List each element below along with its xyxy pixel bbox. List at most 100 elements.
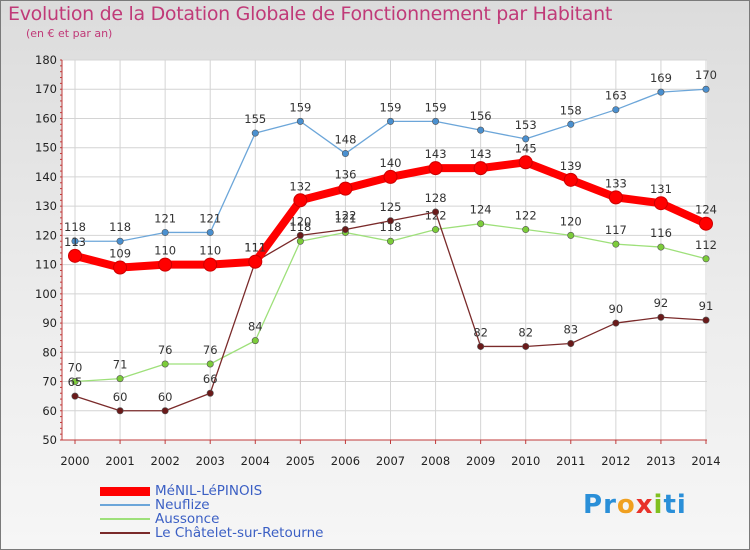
data-label: 116 (650, 226, 672, 240)
data-label: 159 (425, 100, 447, 114)
data-label: 122 (334, 209, 356, 223)
data-point (341, 226, 349, 234)
data-point (68, 248, 82, 263)
y-tick-label: 90 (42, 316, 57, 330)
data-label: 71 (113, 358, 128, 372)
data-point (203, 257, 218, 272)
data-label: 124 (695, 203, 717, 217)
data-point (206, 360, 214, 368)
data-label: 163 (605, 89, 627, 103)
data-label: 112 (695, 238, 717, 252)
data-point (657, 313, 665, 321)
x-tick-label: 2000 (60, 454, 89, 468)
data-point (161, 228, 169, 236)
data-label: 139 (560, 159, 582, 173)
data-label: 125 (380, 200, 402, 214)
data-label: 60 (113, 390, 128, 404)
y-tick-label: 60 (42, 404, 57, 418)
data-label: 156 (470, 109, 492, 123)
data-point (71, 237, 79, 245)
x-tick-label: 2008 (421, 454, 450, 468)
y-tick-label: 50 (42, 433, 57, 447)
data-point (567, 340, 575, 348)
data-label: 91 (699, 299, 714, 313)
data-label: 118 (380, 220, 402, 234)
data-point (432, 226, 440, 234)
data-label: 76 (203, 343, 218, 357)
plot-area (62, 60, 707, 440)
data-point (612, 106, 620, 114)
data-point (653, 196, 668, 211)
data-label: 92 (654, 296, 669, 310)
x-tick-label: 2002 (151, 454, 180, 468)
data-label: 118 (109, 220, 131, 234)
legend-item: MéNIL-LéPINOIS (100, 483, 400, 499)
data-label: 124 (470, 203, 492, 217)
data-point (71, 378, 79, 386)
data-point (161, 360, 169, 368)
data-point (702, 255, 710, 263)
data-label: 84 (248, 320, 263, 334)
logo-letter: P (583, 490, 604, 520)
y-tick-label: 80 (42, 345, 57, 359)
data-point (608, 190, 623, 205)
logo-letter: i (676, 490, 687, 520)
data-label: 148 (334, 133, 356, 147)
x-tick-label: 2005 (286, 454, 315, 468)
data-label: 83 (563, 323, 578, 337)
data-label: 136 (334, 168, 356, 182)
data-point (657, 88, 665, 96)
data-label: 118 (289, 220, 311, 234)
data-point (293, 193, 308, 208)
logo-letter: t (663, 490, 677, 520)
y-tick-label: 130 (35, 199, 57, 213)
logo-letter: x (635, 490, 654, 520)
data-point (383, 169, 398, 184)
x-tick-label: 2010 (511, 454, 540, 468)
data-point (296, 117, 304, 125)
data-point (116, 407, 124, 415)
x-tick-label: 2012 (601, 454, 630, 468)
data-point (518, 155, 533, 170)
data-point (338, 181, 353, 196)
data-point (612, 240, 620, 248)
x-tick-label: 2013 (646, 454, 675, 468)
y-tick-label: 150 (35, 141, 57, 155)
data-label: 158 (560, 103, 582, 117)
data-point (477, 220, 485, 228)
data-label: 143 (470, 147, 492, 161)
x-tick-label: 2007 (376, 454, 405, 468)
data-label: 82 (518, 325, 533, 339)
logo-letter: r (603, 490, 617, 520)
data-point (657, 243, 665, 251)
legend-swatch (100, 487, 150, 496)
data-point (296, 237, 304, 245)
data-point (702, 316, 710, 324)
data-label: 110 (199, 244, 221, 258)
data-point (473, 161, 488, 176)
series-2: 70 71 76 76 84 118 121 118 122 124 122 120 117 116 112 (68, 203, 717, 386)
x-tick-label: 2004 (241, 454, 270, 468)
data-point (702, 85, 710, 93)
data-point (158, 257, 173, 272)
data-point (386, 117, 394, 125)
data-point (161, 407, 169, 415)
data-label: 90 (609, 302, 624, 316)
data-label: 145 (515, 141, 537, 155)
data-point (699, 216, 713, 231)
legend-item: Neuflize (100, 497, 400, 513)
data-point (432, 208, 440, 216)
data-point (206, 228, 214, 236)
data-point (386, 237, 394, 245)
data-point (113, 260, 128, 275)
data-label: 155 (244, 112, 266, 126)
data-point (71, 392, 79, 400)
data-point (612, 319, 620, 327)
data-label: 60 (158, 390, 173, 404)
data-label: 169 (650, 71, 672, 85)
data-label: 76 (158, 343, 173, 357)
y-tick-label: 170 (35, 82, 57, 96)
y-tick-label: 70 (42, 375, 57, 389)
data-point (116, 237, 124, 245)
